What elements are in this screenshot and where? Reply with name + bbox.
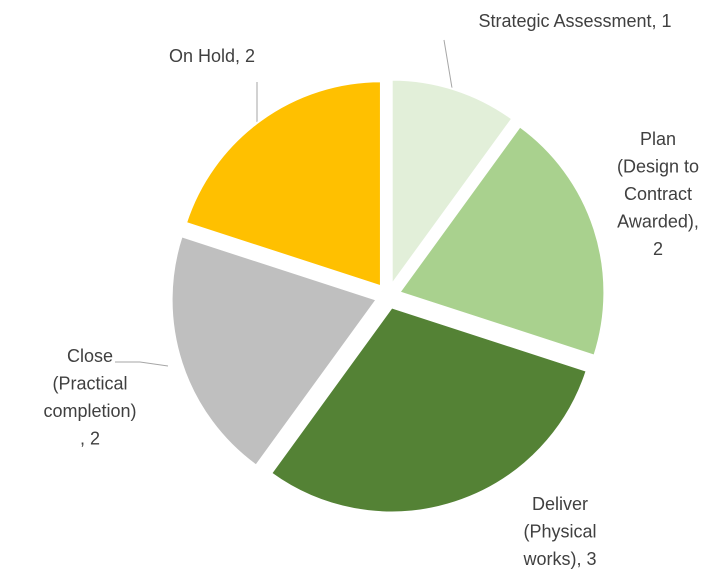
data-label: (Design to <box>617 156 699 176</box>
data-label: Close <box>67 346 113 366</box>
leader-line <box>115 361 169 367</box>
pie-slice <box>269 306 588 514</box>
pie-slice <box>397 125 606 357</box>
pie-slice <box>170 235 379 467</box>
data-label: completion) <box>43 401 136 421</box>
data-label: Plan <box>640 129 676 149</box>
data-label: works), 3 <box>522 549 596 569</box>
data-label: Deliver <box>532 494 588 514</box>
data-label: Strategic Assessment, 1 <box>478 11 671 31</box>
data-label: (Practical <box>52 373 127 393</box>
data-label: (Physical <box>523 521 596 541</box>
data-label: 2 <box>653 239 663 259</box>
data-label: , 2 <box>80 428 100 448</box>
data-label: On Hold, 2 <box>169 46 255 66</box>
pie-slice <box>184 80 382 288</box>
leader-line <box>443 39 453 89</box>
pie-slice <box>390 78 514 288</box>
data-label: Awarded), <box>617 211 699 231</box>
data-label: Contract <box>624 184 692 204</box>
